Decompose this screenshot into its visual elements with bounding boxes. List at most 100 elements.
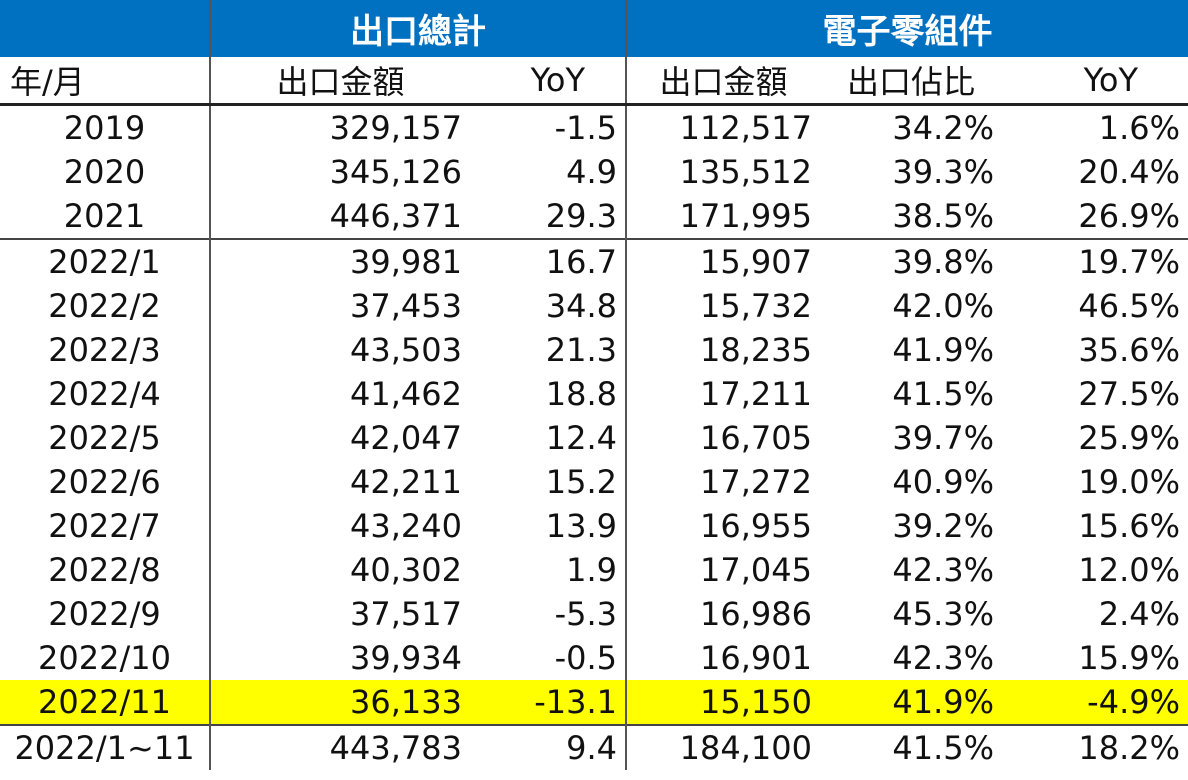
table-row: 2021 446,371 29.3 171,995 38.5% 26.9% <box>0 194 1188 239</box>
row-label: 2022/1 <box>0 238 210 284</box>
table-cell: 29.3 <box>545 197 617 235</box>
column-header: 出口金額 <box>209 57 470 106</box>
table-cell: 171,995 <box>625 194 820 239</box>
column-header-row: 年/月 出口金額 YoY 出口金額 出口佔比 YoY <box>0 57 1188 106</box>
table-cell: 41.9% <box>820 680 1002 725</box>
table-cell: 18.8 <box>545 375 617 413</box>
table-cell: 46.5% <box>1078 287 1181 325</box>
row-label: 2022/7 <box>48 507 161 545</box>
table-cell: 40,302 <box>209 548 470 592</box>
group-header-row: 出口總計 電子零組件 <box>0 0 1188 57</box>
table-cell: 41.5% <box>820 724 1002 770</box>
row-label: 2022/11 <box>0 680 210 725</box>
table-cell: 41,462 <box>209 372 470 416</box>
table-cell: 17,211 <box>625 372 820 416</box>
table-cell: 16,955 <box>625 504 820 548</box>
table-row: 2022/8 40,302 1.9 17,045 42.3% 12.0% <box>0 548 1188 592</box>
group-header: 出口總計 <box>209 0 626 57</box>
table-cell: 9.4 <box>470 724 626 770</box>
table-cell: 13.9 <box>545 507 617 545</box>
table-cell: 35.6% <box>1078 331 1181 369</box>
column-header: 出口佔比 <box>820 57 1002 106</box>
table-cell: 12.4 <box>545 419 617 457</box>
table-cell: 37,517 <box>209 592 470 636</box>
table-cell: 19.7% <box>1002 238 1188 284</box>
table-cell: 15,150 <box>625 680 820 725</box>
table-cell: 39.2% <box>892 507 994 545</box>
row-label: 2022/8 <box>48 551 161 589</box>
table-cell: 42.3% <box>892 551 994 589</box>
table-cell: 42,211 <box>209 460 470 504</box>
header-blank <box>0 0 210 57</box>
table-cell: 135,512 <box>625 150 820 194</box>
table-cell: 1.6% <box>1098 109 1181 147</box>
table-cell: 15.9% <box>1078 639 1181 677</box>
table-row: 2022/11 36,133 -13.1 15,150 41.9% -4.9% <box>0 680 1188 725</box>
column-header: YoY <box>470 57 626 106</box>
table-cell: 20.4% <box>1078 153 1181 191</box>
group-header: 電子零組件 <box>624 0 1188 57</box>
table-cell: 41.5% <box>892 375 994 413</box>
row-label: 2020 <box>63 153 146 191</box>
table-cell: 39.7% <box>892 419 994 457</box>
table-cell: -0.5 <box>554 639 617 677</box>
table-cell: 15.2 <box>545 463 617 501</box>
table-cell: 27.5% <box>1078 375 1181 413</box>
table-cell: 43,240 <box>209 504 470 548</box>
table-row: 2022/9 37,517 -5.3 16,986 45.3% 2.4% <box>0 592 1188 636</box>
table-cell: 42.3% <box>892 639 994 677</box>
table-row: 2022/6 42,211 15.2 17,272 40.9% 19.0% <box>0 460 1188 504</box>
table-cell: 329,157 <box>209 104 470 150</box>
table-cell: -13.1 <box>470 680 626 725</box>
table-cell: 15,732 <box>625 284 820 328</box>
table-cell: 16,705 <box>625 416 820 460</box>
table-cell: 39.3% <box>892 153 994 191</box>
table-row: 2022/7 43,240 13.9 16,955 39.2% 15.6% <box>0 504 1188 548</box>
table-cell: 21.3 <box>545 331 617 369</box>
table-cell: 42,047 <box>209 416 470 460</box>
table-cell: 16,986 <box>625 592 820 636</box>
table-cell: 12.0% <box>1078 551 1181 589</box>
table-cell: 41.9% <box>892 331 994 369</box>
table-cell: 1.9 <box>566 551 617 589</box>
column-header: YoY <box>1002 57 1188 106</box>
table-cell: 37,453 <box>209 284 470 328</box>
table-cell: 25.9% <box>1078 419 1181 457</box>
table-row: 2020 345,126 4.9 135,512 39.3% 20.4% <box>0 150 1188 194</box>
table-cell: 17,045 <box>625 548 820 592</box>
table-cell: 4.9 <box>566 153 617 191</box>
table-cell: 443,783 <box>209 724 470 770</box>
table-cell: 26.9% <box>1078 197 1181 235</box>
table-row: 2019 329,157 -1.5 112,517 34.2% 1.6% <box>0 104 1188 150</box>
row-label: 2019 <box>63 109 146 147</box>
table-cell: 34.2% <box>892 109 994 147</box>
column-header: 出口金額 <box>625 57 820 106</box>
table-row: 2022/1~11 443,783 9.4 184,100 41.5% 18.2% <box>0 724 1188 770</box>
table-row: 2022/1 39,981 16.7 15,907 39.8% 19.7% <box>0 238 1188 284</box>
row-label: 2022/5 <box>48 419 161 457</box>
table-cell: 345,126 <box>209 150 470 194</box>
table-cell: 42.0% <box>892 287 994 325</box>
table-cell: 39,934 <box>209 636 470 680</box>
table-cell: 39.8% <box>820 238 1002 284</box>
row-label: 2022/1~11 <box>0 724 210 770</box>
row-label: 2022/6 <box>48 463 161 501</box>
table-body: 2019 329,157 -1.5 112,517 34.2% 1.6% 2020 345,1… <box>0 104 1188 770</box>
table-cell: 184,100 <box>625 724 820 770</box>
table-cell: 18.2% <box>1002 724 1188 770</box>
table-cell: 112,517 <box>625 104 820 150</box>
table-cell: 15.6% <box>1078 507 1181 545</box>
table-row: 2022/2 37,453 34.8 15,732 42.0% 46.5% <box>0 284 1188 328</box>
column-header: 年/月 <box>0 57 210 106</box>
table-cell: -5.3 <box>554 595 617 633</box>
table-cell: 38.5% <box>892 197 994 235</box>
table-row: 2022/3 43,503 21.3 18,235 41.9% 35.6% <box>0 328 1188 372</box>
table-cell: 446,371 <box>209 194 470 239</box>
table-cell: 18,235 <box>625 328 820 372</box>
table-cell: -4.9% <box>1002 680 1188 725</box>
table-cell: 45.3% <box>892 595 994 633</box>
table-cell: 16.7 <box>470 238 626 284</box>
table-cell: 15,907 <box>625 238 820 284</box>
